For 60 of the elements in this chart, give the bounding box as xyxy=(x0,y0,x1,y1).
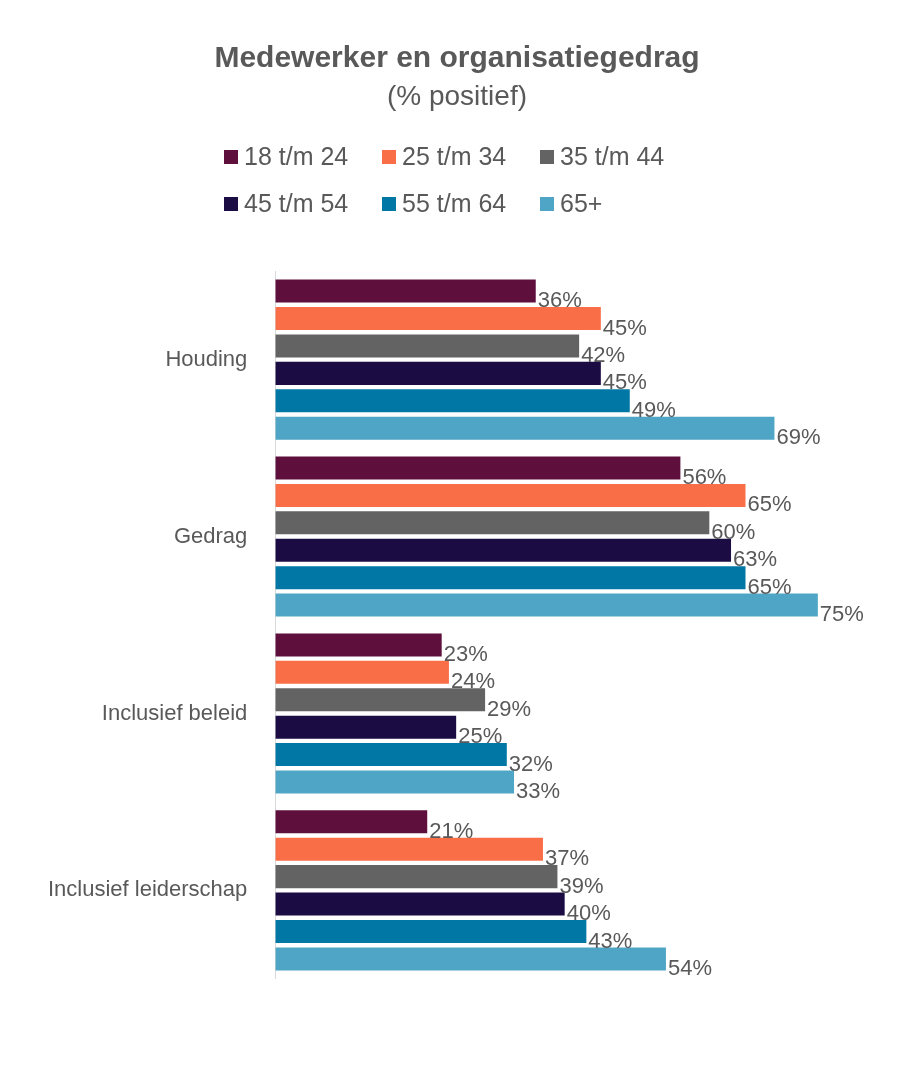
data-label: 23% xyxy=(443,640,488,666)
data-label: 45% xyxy=(602,314,647,340)
data-label: 42% xyxy=(581,342,626,367)
data-label: 43% xyxy=(588,927,633,953)
bar xyxy=(275,660,449,684)
bar xyxy=(275,810,428,834)
legend-label: 45 t/m 54 xyxy=(244,189,349,218)
legend-label: 25 t/m 34 xyxy=(402,142,507,171)
bar xyxy=(275,483,746,507)
data-label: 24% xyxy=(450,668,495,694)
bar xyxy=(275,593,818,617)
bar xyxy=(275,743,507,767)
data-label: 49% xyxy=(631,396,676,422)
bar xyxy=(275,389,630,413)
bar xyxy=(275,566,746,590)
bar xyxy=(275,279,536,303)
bar xyxy=(275,837,543,861)
data-label: 69% xyxy=(776,424,821,450)
data-label: 75% xyxy=(819,601,864,627)
data-label: 63% xyxy=(733,546,778,572)
y-tick-label: Inclusief leiderschap xyxy=(47,876,248,902)
data-label: 29% xyxy=(487,695,532,721)
data-label: 65% xyxy=(747,491,792,517)
bar xyxy=(275,456,681,480)
data-label: 39% xyxy=(559,872,604,898)
bar xyxy=(275,770,515,794)
legend-label: 18 t/m 24 xyxy=(244,142,349,171)
data-label: 36% xyxy=(537,287,582,313)
bar xyxy=(275,715,457,739)
legend-label: 55 t/m 64 xyxy=(402,189,507,218)
data-label: 65% xyxy=(747,573,792,599)
y-tick-label: Inclusief beleid xyxy=(101,699,248,725)
chart-title: Medewerker en organisatiegedrag xyxy=(213,40,701,74)
data-label: 60% xyxy=(711,518,756,544)
bar xyxy=(275,307,601,331)
bar xyxy=(275,919,587,943)
data-label: 45% xyxy=(602,369,647,395)
bar xyxy=(275,416,775,440)
data-label: 40% xyxy=(566,900,611,926)
data-label: 25% xyxy=(458,723,503,749)
bar xyxy=(275,865,558,889)
legend-label: 65+ xyxy=(560,189,603,218)
data-label: 33% xyxy=(516,778,561,804)
bar xyxy=(275,511,710,535)
bar xyxy=(275,538,732,562)
bar xyxy=(275,892,565,916)
data-label: 37% xyxy=(544,845,590,871)
bar xyxy=(275,633,442,657)
data-label: 32% xyxy=(508,750,553,776)
chart-subtitle: (% positief) xyxy=(385,80,528,112)
legend-label: 35 t/m 44 xyxy=(560,142,665,171)
bar xyxy=(275,361,601,385)
y-tick-label: Houding xyxy=(165,345,248,371)
y-tick-label: Gedrag xyxy=(173,522,248,548)
bar xyxy=(275,688,486,712)
bar xyxy=(275,334,580,358)
data-label: 54% xyxy=(667,954,712,980)
data-label: 56% xyxy=(682,464,727,490)
bar xyxy=(275,947,666,971)
data-label: 21% xyxy=(429,817,474,843)
